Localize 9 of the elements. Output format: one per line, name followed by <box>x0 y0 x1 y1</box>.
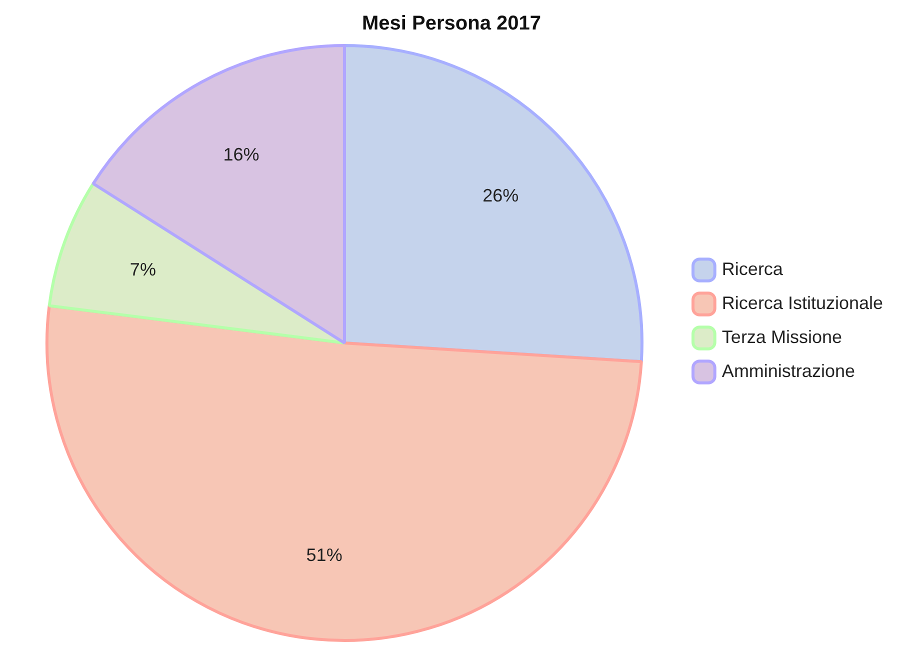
data-label: 51% <box>306 545 342 566</box>
data-label: 26% <box>482 185 519 206</box>
chart-title: Mesi Persona 2017 <box>362 12 541 35</box>
legend-label: Terza Missione <box>722 326 842 347</box>
legend-label: Ricerca <box>722 258 784 279</box>
legend-label: Ricerca Istituzionale <box>722 292 884 313</box>
legend-label: Amministrazione <box>722 360 855 381</box>
data-label: 16% <box>223 144 260 164</box>
data-label: 7% <box>130 259 156 280</box>
